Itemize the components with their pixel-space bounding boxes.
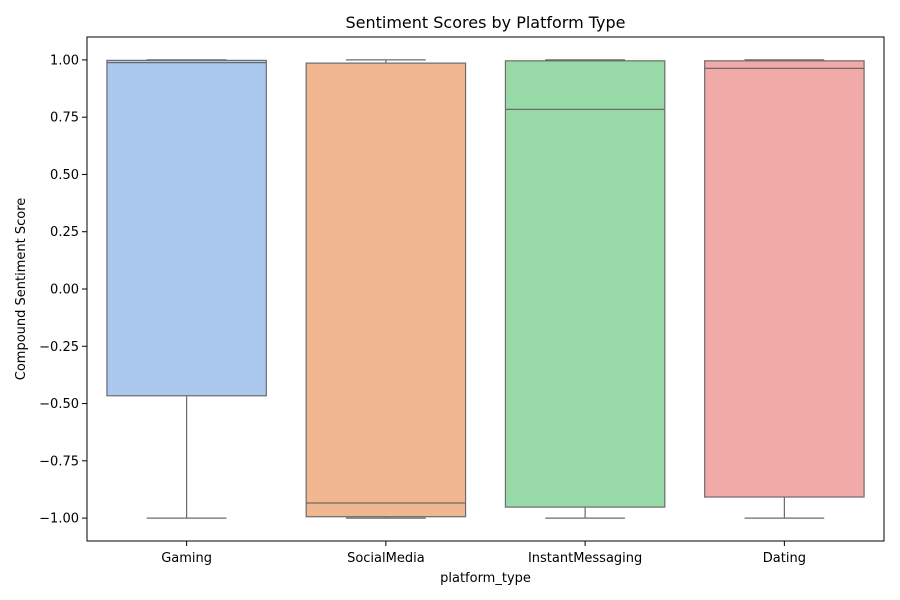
plot-area (86, 36, 885, 542)
y-tick-label: −0.75 (39, 454, 79, 469)
x-tick-label-dating: Dating (763, 551, 806, 566)
x-tick-label-instantmessaging: InstantMessaging (528, 551, 642, 566)
y-tick-label: 0.75 (50, 111, 79, 126)
box (504, 60, 666, 508)
y-tick-label: 1.00 (50, 53, 79, 68)
x-tick-label-gaming: Gaming (161, 551, 212, 566)
y-axis-label: Compound Sentiment Score (14, 198, 29, 381)
y-tick-label: −0.50 (39, 397, 79, 412)
y-tick-label: 0.25 (50, 225, 79, 240)
y-axis: 1.00 0.75 0.50 0.25 0.00 −0.25 −0.50 −0.75 −1.00 (39, 53, 87, 527)
y-tick-label: −0.25 (39, 340, 79, 355)
box-group-socialmedia (305, 59, 467, 519)
chart-title: Sentiment Scores by Platform Type (345, 13, 625, 32)
x-axis: Gaming SocialMedia InstantMessaging Dating (161, 541, 806, 566)
box-group-gaming (106, 59, 267, 519)
box-group-dating (704, 59, 865, 519)
y-tick-label: 0.00 (50, 283, 79, 298)
x-tick-label-socialmedia: SocialMedia (347, 551, 425, 566)
box (106, 59, 267, 397)
y-tick-label: 0.50 (50, 168, 79, 183)
box (704, 60, 865, 498)
box-group-instantmessaging (504, 59, 666, 519)
y-tick-label: −1.00 (39, 512, 79, 527)
x-axis-label: platform_type (440, 571, 531, 586)
box (305, 62, 467, 518)
